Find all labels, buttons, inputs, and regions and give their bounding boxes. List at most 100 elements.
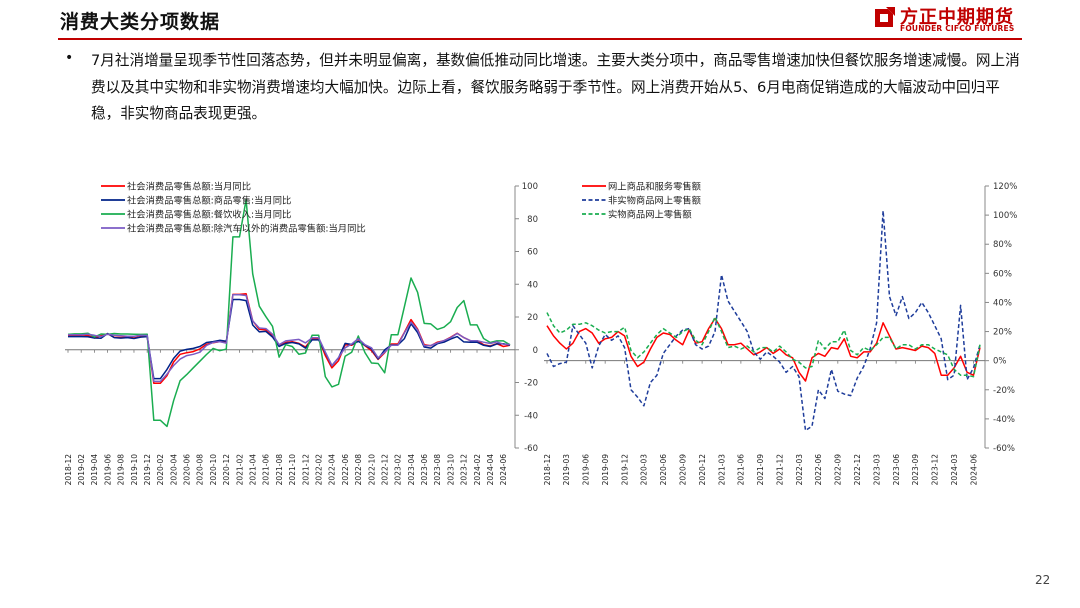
x-tick-label: 2021-06 (737, 454, 746, 486)
x-tick-label: 2024-06 (499, 454, 508, 486)
page-title: 消费大类分项数据 (60, 11, 221, 33)
y-tick-label: 40% (993, 298, 1012, 308)
series-line-2-0 (546, 317, 981, 382)
y-tick-label: -60 (524, 444, 538, 454)
x-tick-label: 2023-06 (420, 454, 429, 486)
series-line-2-1 (546, 209, 981, 432)
x-tick-label: 2020-12 (222, 454, 231, 486)
x-tick-label: 2023-06 (892, 454, 901, 486)
x-tick-label: 2023-02 (394, 454, 403, 486)
y-tick-label: 0% (993, 357, 1007, 367)
x-tick-label: 2021-08 (275, 454, 284, 486)
x-tick-label: 2019-08 (117, 454, 126, 486)
series-line-2-2 (546, 312, 981, 378)
y-tick-label: -40 (524, 411, 538, 421)
legend-label: 社会消费品零售总额:当月同比 (127, 181, 251, 193)
x-tick-label: 2024-06 (969, 454, 978, 486)
y-tick-label: 20% (993, 328, 1012, 338)
x-tick-label: 2020-04 (169, 454, 178, 486)
brand-logo: 方正中期期货 FOUNDER CIFCO FUTURES (872, 2, 1022, 36)
x-tick-label: 2019-09 (601, 454, 610, 486)
x-tick-label: 2022-03 (795, 454, 804, 486)
y-tick-label: 100 (522, 182, 538, 192)
x-tick-label: 2020-06 (183, 454, 192, 486)
y-tick-label: 60% (993, 269, 1012, 279)
y-tick-label: 120% (993, 182, 1017, 192)
x-tick-label: 2021-12 (301, 454, 310, 486)
y-tick-label: 100% (993, 211, 1017, 221)
x-tick-label: 2020-02 (156, 454, 165, 486)
x-tick-label: 2021-06 (262, 454, 271, 486)
x-tick-label: 2024-03 (950, 454, 959, 486)
series-line-1-3 (68, 293, 511, 383)
x-tick-label: 2018-12 (543, 454, 552, 486)
x-tick-label: 2022-08 (354, 454, 363, 486)
series-line-1-2 (67, 199, 511, 428)
brand-name-cn: 方正中期期货 (900, 7, 1014, 28)
x-tick-label: 2019-12 (620, 454, 629, 486)
legend-label: 非实物商品网上零售额 (608, 195, 702, 207)
y-tick-label: 20 (527, 313, 538, 323)
founder-logo-icon (875, 6, 896, 27)
x-tick-label: 2023-12 (460, 454, 469, 486)
x-tick-label: 2023-03 (872, 454, 881, 486)
y-tick-label: -40% (993, 415, 1015, 425)
x-tick-label: 2019-04 (90, 454, 99, 486)
x-tick-label: 2023-10 (446, 454, 455, 486)
y-tick-label: 60 (527, 248, 538, 258)
y-tick-label: 80 (527, 215, 538, 225)
x-tick-label: 2019-06 (582, 454, 591, 486)
legend-label: 实物商品网上零售额 (608, 209, 692, 221)
y-tick-label: 80% (993, 240, 1012, 250)
x-tick-label: 2022-02 (314, 454, 323, 486)
x-tick-label: 2021-02 (235, 454, 244, 486)
y-tick-label: -20% (993, 386, 1015, 396)
y-tick-label: 0 (533, 346, 538, 356)
x-tick-label: 2021-09 (756, 454, 765, 486)
x-tick-label: 2022-10 (367, 454, 376, 486)
x-tick-label: 2022-04 (328, 454, 337, 486)
x-tick-label: 2020-12 (698, 454, 707, 486)
y-tick-label: -60% (993, 444, 1015, 454)
x-tick-label: 2019-03 (562, 454, 571, 486)
x-tick-label: 2023-09 (911, 454, 920, 486)
x-tick-label: 2019-10 (130, 454, 139, 486)
x-tick-label: 2020-09 (679, 454, 688, 486)
legend-label: 社会消费品零售总额:商品零售:当月同比 (127, 195, 291, 207)
x-tick-label: 2023-08 (433, 454, 442, 486)
x-tick-label: 2021-04 (249, 454, 258, 486)
x-tick-label: 2022-06 (341, 454, 350, 486)
summary-paragraph: 7月社消增量呈现季节性回落态势，但并未明显偏离，基数偏低推动同比增速。主要大类分… (91, 52, 1020, 122)
x-tick-label: 2024-02 (473, 454, 482, 486)
x-tick-label: 2022-12 (380, 454, 389, 486)
x-tick-label: 2021-10 (288, 454, 297, 486)
legend-label: 社会消费品零售总额:除汽车以外的消费品零售额:当月同比 (127, 223, 366, 235)
x-tick-label: 2022-09 (834, 454, 843, 486)
series-line-1-1 (68, 298, 511, 380)
y-tick-label: 40 (527, 280, 538, 290)
brand-name-en: FOUNDER CIFCO FUTURES (900, 24, 1015, 33)
x-tick-label: 2019-12 (143, 454, 152, 486)
x-tick-label: 2021-03 (717, 454, 726, 486)
x-tick-label: 2020-06 (659, 454, 668, 486)
title-divider (58, 38, 1022, 40)
x-tick-label: 2022-12 (853, 454, 862, 486)
x-tick-label: 2018-12 (64, 454, 73, 486)
x-tick-label: 2020-08 (196, 454, 205, 486)
legend-label: 社会消费品零售总额:餐饮收入:当月同比 (127, 209, 291, 221)
x-tick-label: 2022-06 (814, 454, 823, 486)
x-tick-label: 2019-06 (103, 454, 112, 486)
y-tick-label: -20 (524, 379, 538, 389)
x-tick-label: 2019-02 (77, 454, 86, 486)
page-number: 22 (1035, 573, 1051, 587)
x-tick-label: 2020-10 (209, 454, 218, 486)
legend-label: 网上商品和服务零售额 (608, 181, 702, 193)
x-tick-label: 2021-12 (775, 454, 784, 486)
x-tick-label: 2024-04 (486, 454, 495, 486)
x-tick-label: 2023-04 (407, 454, 416, 486)
bullet-marker: • (65, 50, 74, 66)
x-tick-label: 2023-12 (931, 454, 940, 486)
x-tick-label: 2020-03 (640, 454, 649, 486)
